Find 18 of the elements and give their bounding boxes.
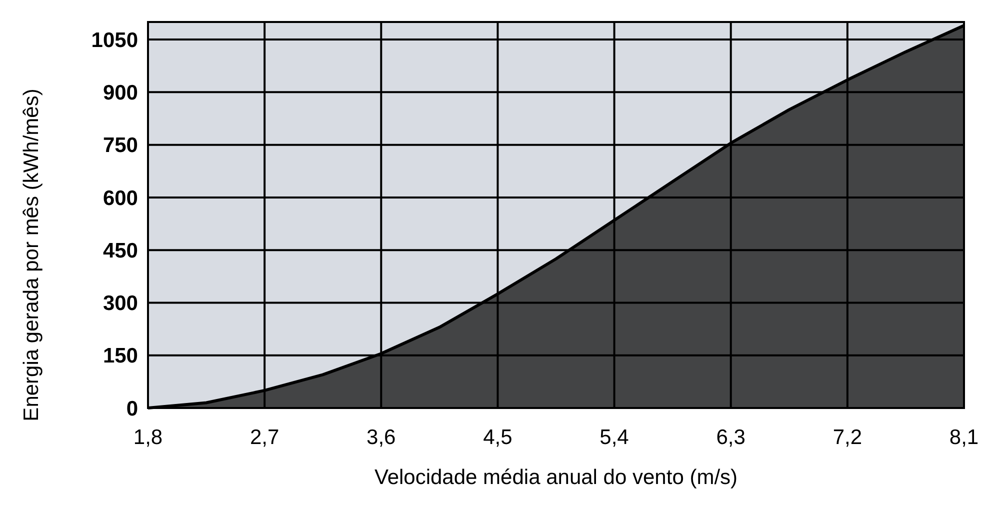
x-tick-label: 4,5 <box>483 426 512 449</box>
x-tick-label: 2,7 <box>250 426 280 449</box>
y-tick-label: 0 <box>126 397 138 420</box>
x-axis-title: Velocidade média anual do vento (m/s) <box>374 466 738 489</box>
x-tick-label: 5,4 <box>600 426 630 449</box>
y-tick-label: 900 <box>102 82 138 105</box>
x-tick-label: 8,1 <box>949 426 979 449</box>
x-tick-label: 1,8 <box>133 426 163 449</box>
x-tick-label: 6,3 <box>716 426 746 449</box>
y-tick-label: 150 <box>102 344 138 368</box>
y-tick-label: 300 <box>102 292 138 316</box>
y-tick-label: 750 <box>102 134 138 158</box>
x-tick-label: 7,2 <box>832 426 862 449</box>
y-tick-label: 1050 <box>91 28 138 52</box>
y-axis-title: Energia gerada por mês (kWh/mês) <box>20 88 43 422</box>
x-tick-label: 3,6 <box>366 426 396 449</box>
y-tick-label: 450 <box>102 239 138 262</box>
y-tick-label: 600 <box>102 186 138 210</box>
